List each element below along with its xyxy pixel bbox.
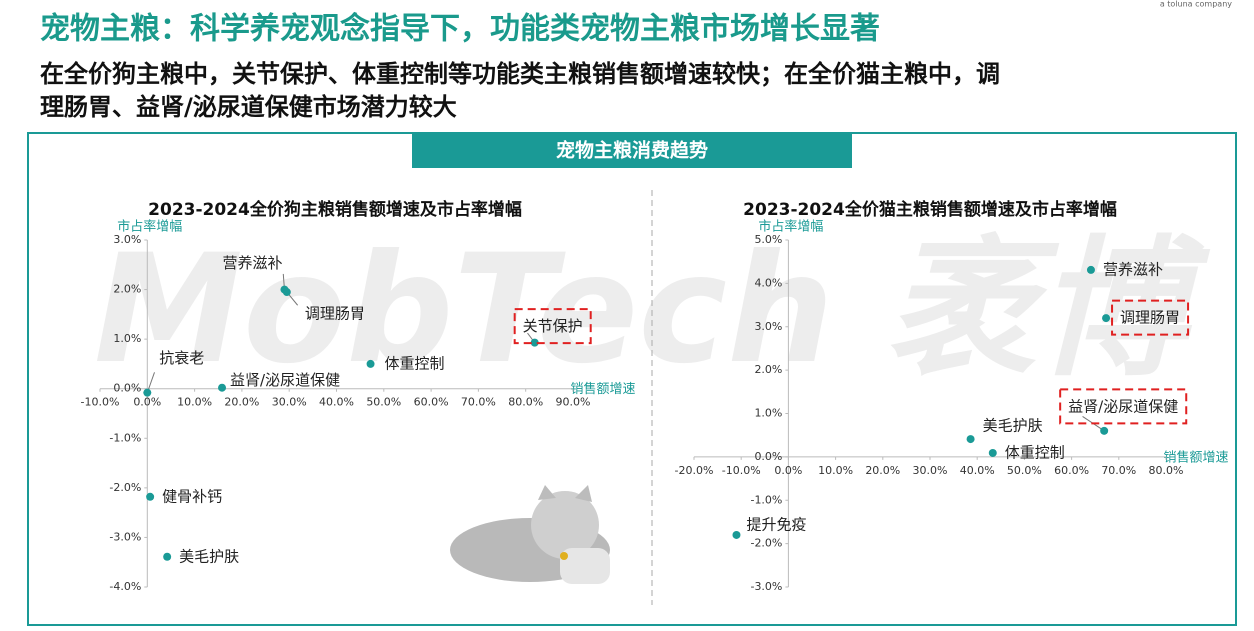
section-title: 宠物主粮消费趋势 xyxy=(556,139,708,162)
point xyxy=(988,448,997,457)
point-label: 调理肠胃 xyxy=(305,305,365,323)
point-label: 抗衰老 xyxy=(159,349,204,367)
point-label: 益肾/泌尿道保健 xyxy=(230,371,340,389)
point-label: 健骨补钙 xyxy=(162,487,222,505)
x-tick-label: 60.0% xyxy=(414,396,449,409)
y-tick-label: -1.0% xyxy=(109,431,141,444)
x-tick-label: -10.0% xyxy=(81,396,120,409)
x-tick-label: 50.0% xyxy=(366,396,401,409)
y-tick-label: 4.0% xyxy=(754,276,782,289)
point xyxy=(218,383,227,392)
logo: a toluna company xyxy=(1160,0,1232,9)
y-axis-title: 市占率增幅 xyxy=(117,219,182,235)
x-tick-label: 30.0% xyxy=(272,396,307,409)
point xyxy=(282,288,291,297)
x-tick-label: -10.0% xyxy=(722,464,761,477)
point xyxy=(732,530,741,539)
x-tick-label: 20.0% xyxy=(224,396,259,409)
y-tick-label: -3.0% xyxy=(109,530,141,543)
y-tick-label: -2.0% xyxy=(109,481,141,494)
y-tick-label: -4.0% xyxy=(109,580,141,593)
highlight-box xyxy=(1059,388,1188,425)
chart-title: 2023-2024全价猫主粮销售额增速及市占率增幅 xyxy=(743,199,1117,220)
x-tick-label: 70.0% xyxy=(461,396,496,409)
y-tick-label: 0.0% xyxy=(113,382,141,395)
x-tick-label: 0.0% xyxy=(774,464,802,477)
y-axis-title: 市占率增幅 xyxy=(758,219,823,235)
slide-title: 宠物主粮：科学养宠观念指导下，功能类宠物主粮市场增长显著 xyxy=(40,12,880,47)
point xyxy=(366,359,375,368)
chart-title: 2023-2024全价狗主粮销售额增速及市占率增幅 xyxy=(148,199,522,220)
x-tick-label: 10.0% xyxy=(818,464,853,477)
subtitle-line: 理肠胃、益肾/泌尿道保健市场潜力较大 xyxy=(40,93,457,121)
point xyxy=(1100,426,1109,435)
y-tick-label: -3.0% xyxy=(750,580,782,593)
x-tick-label: -20.0% xyxy=(675,464,714,477)
point xyxy=(163,552,172,561)
point-label: 营养滋补 xyxy=(222,254,282,272)
x-tick-label: 10.0% xyxy=(177,396,212,409)
y-tick-label: -2.0% xyxy=(750,537,782,550)
y-tick-label: 1.0% xyxy=(754,407,782,420)
y-tick-label: 1.0% xyxy=(113,332,141,345)
x-tick-label: 0.0% xyxy=(133,396,161,409)
point-label: 营养滋补 xyxy=(1103,260,1163,278)
point-label: 体重控制 xyxy=(1005,443,1065,461)
section-banner xyxy=(412,133,852,168)
x-tick-label: 40.0% xyxy=(960,464,995,477)
x-tick-label: 40.0% xyxy=(319,396,354,409)
x-tick-label: 80.0% xyxy=(1149,464,1184,477)
x-tick-label: 60.0% xyxy=(1054,464,1089,477)
y-tick-label: 3.0% xyxy=(113,233,141,246)
subtitle-line: 在全价狗主粮中，关节保护、体重控制等功能类主粮销售额增速较快；在全价猫主粮中，调 xyxy=(40,60,1000,88)
point xyxy=(530,338,539,347)
point-label: 益肾/泌尿道保健 xyxy=(1068,397,1178,415)
x-axis-title: 销售额增速 xyxy=(570,381,635,397)
point-label: 调理肠胃 xyxy=(1120,309,1180,327)
point-label: 美毛护肤 xyxy=(179,547,239,565)
x-axis-title: 销售额增速 xyxy=(1163,449,1228,465)
point-label: 关节保护 xyxy=(523,317,583,335)
x-tick-label: 70.0% xyxy=(1101,464,1136,477)
x-tick-label: 50.0% xyxy=(1007,464,1042,477)
point-label: 提升免疫 xyxy=(746,515,806,533)
point xyxy=(143,388,152,397)
point xyxy=(1086,265,1095,274)
point xyxy=(146,492,155,501)
y-tick-label: 0.0% xyxy=(754,450,782,463)
y-tick-label: -1.0% xyxy=(750,493,782,506)
point xyxy=(1102,314,1111,323)
cat-illustration xyxy=(450,485,610,584)
x-tick-label: 90.0% xyxy=(556,396,591,409)
point-label: 美毛护肤 xyxy=(983,417,1043,435)
highlight-box xyxy=(1111,299,1190,336)
point xyxy=(966,435,975,444)
x-tick-label: 30.0% xyxy=(913,464,948,477)
highlight-box xyxy=(513,308,592,345)
y-tick-label: 2.0% xyxy=(113,283,141,296)
y-tick-label: 5.0% xyxy=(754,233,782,246)
point-label: 体重控制 xyxy=(385,354,445,372)
x-tick-label: 20.0% xyxy=(865,464,900,477)
y-tick-label: 3.0% xyxy=(754,320,782,333)
y-tick-label: 2.0% xyxy=(754,363,782,376)
x-tick-label: 80.0% xyxy=(508,396,543,409)
